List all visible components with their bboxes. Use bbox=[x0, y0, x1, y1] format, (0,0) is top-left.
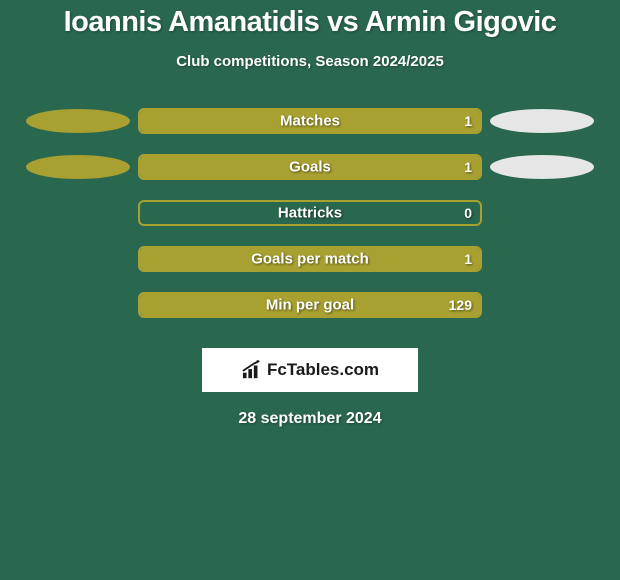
right-ellipse bbox=[490, 109, 594, 133]
stat-value-right: 1 bbox=[464, 251, 472, 267]
stat-bar: Min per goal 129 bbox=[138, 292, 482, 318]
left-ellipse bbox=[26, 109, 130, 133]
bar-chart-icon bbox=[241, 360, 263, 380]
stat-row: Matches 1 bbox=[0, 108, 620, 134]
stat-row: Goals per match 1 bbox=[0, 246, 620, 272]
stat-label: Min per goal bbox=[266, 297, 354, 314]
stat-value-right: 1 bbox=[464, 113, 472, 129]
stat-row: Goals 1 bbox=[0, 154, 620, 180]
stat-label: Hattricks bbox=[278, 205, 342, 222]
stat-value-right: 129 bbox=[449, 297, 472, 313]
stat-label: Goals bbox=[289, 159, 331, 176]
left-ellipse bbox=[26, 155, 130, 179]
stat-value-right: 0 bbox=[464, 205, 472, 221]
stat-row: Hattricks 0 bbox=[0, 200, 620, 226]
stat-bar: Hattricks 0 bbox=[138, 200, 482, 226]
right-ellipse bbox=[490, 155, 594, 179]
stat-bar: Matches 1 bbox=[138, 108, 482, 134]
logo-box[interactable]: FcTables.com bbox=[202, 348, 418, 392]
stat-bar: Goals per match 1 bbox=[138, 246, 482, 272]
logo-text: FcTables.com bbox=[267, 360, 379, 380]
comparison-card: Ioannis Amanatidis vs Armin Gigovic Club… bbox=[0, 0, 620, 428]
stat-value-right: 1 bbox=[464, 159, 472, 175]
page-title: Ioannis Amanatidis vs Armin Gigovic bbox=[0, 6, 620, 39]
stats-rows: Matches 1 Goals 1 Hattricks 0 Goals per match 1… bbox=[0, 108, 620, 318]
date-label: 28 september 2024 bbox=[0, 410, 620, 428]
stat-label: Goals per match bbox=[251, 251, 369, 268]
stat-label: Matches bbox=[280, 113, 340, 130]
subtitle: Club competitions, Season 2024/2025 bbox=[0, 53, 620, 70]
stat-bar: Goals 1 bbox=[138, 154, 482, 180]
stat-row: Min per goal 129 bbox=[0, 292, 620, 318]
